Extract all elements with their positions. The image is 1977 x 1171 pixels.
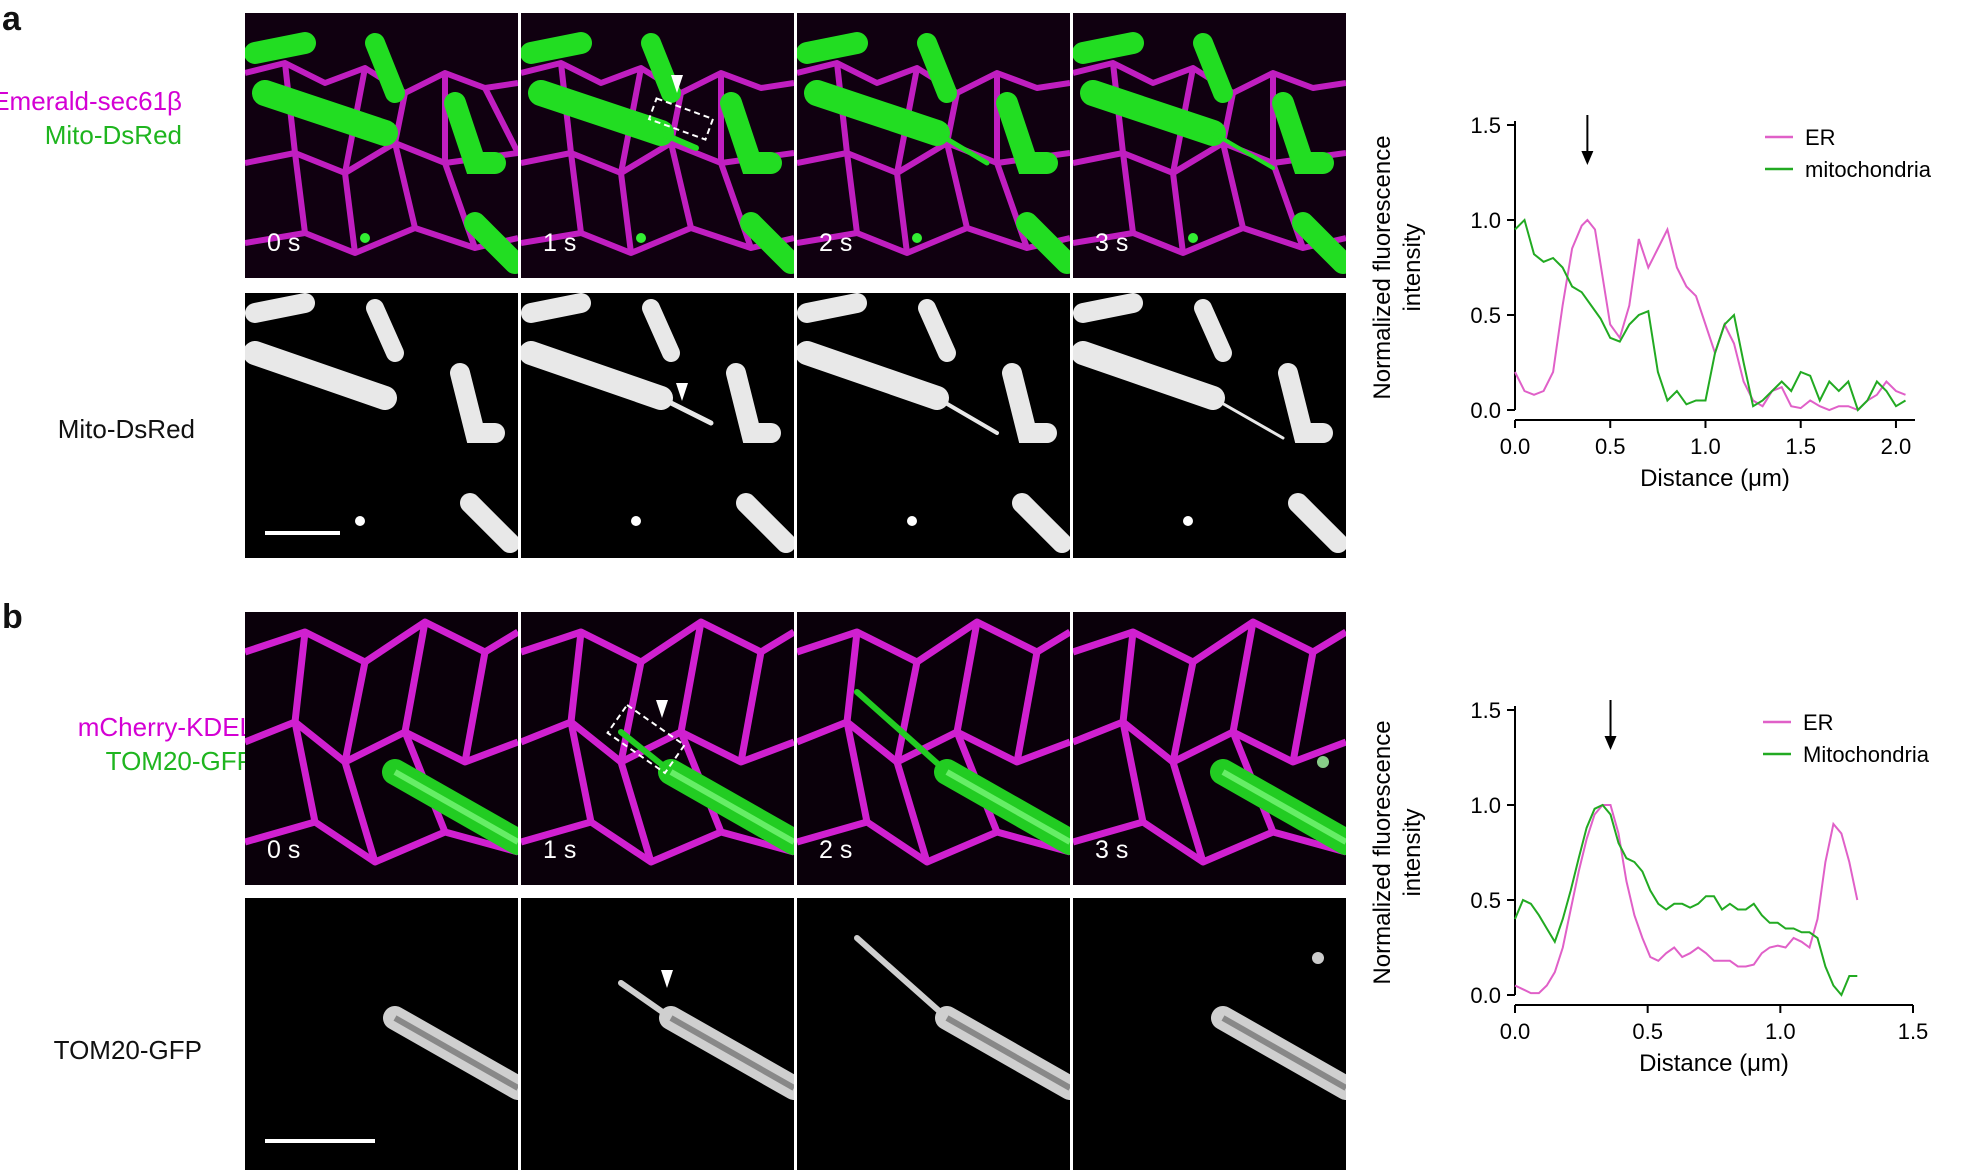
y-axis-label: intensity — [1399, 808, 1426, 896]
legend-entry: ER — [1805, 125, 1836, 150]
label-mito-marker: Mito-DsRed — [44, 120, 182, 150]
y-tick-label: 0.5 — [1470, 888, 1501, 913]
micrograph-frame: 3 s — [1073, 13, 1346, 278]
x-tick-label: 1.5 — [1785, 434, 1816, 459]
row-label-a-gray: Mito-DsRed — [58, 412, 195, 446]
micrograph-frame: 1 s — [521, 612, 794, 885]
x-tick-label: 1.0 — [1690, 434, 1721, 459]
micrograph-frame: 1 s — [521, 13, 794, 278]
series-line — [1514, 218, 1907, 412]
x-tick-label: 0.5 — [1632, 1019, 1663, 1044]
y-tick-label: 0.5 — [1470, 303, 1501, 328]
chart-svg: 0.0 0.5 1.0 1.5 0.0 0.5 1.0 1.5 Distance (μm) Nor… — [1369, 698, 1930, 1077]
peak-arrow-head — [1581, 151, 1594, 165]
micrograph-frame — [521, 293, 794, 558]
y-tick-label: 1.0 — [1470, 793, 1501, 818]
peak-arrow-head — [1604, 736, 1617, 750]
timestamp-label: 3 s — [1095, 229, 1129, 257]
y-axis-label: Normalized fluorescence — [1369, 135, 1396, 399]
line-chart-b: 0.0 0.5 1.0 1.5 0.0 0.5 1.0 1.5 Distance (μm) Nor… — [1360, 665, 1960, 1100]
micrograph-frame: 3 s — [1073, 612, 1346, 885]
timestamp-label: 1 s — [543, 229, 577, 257]
y-tick-label: 0.0 — [1470, 398, 1501, 423]
label-gray-marker: TOM20-GFP — [53, 1035, 202, 1065]
series-line — [1514, 218, 1906, 412]
row-label-a-merge: mEmerald-sec61β Mito-DsRed — [0, 84, 182, 152]
panel-letter-b: b — [2, 598, 23, 636]
timestamp-label: 3 s — [1095, 836, 1129, 864]
legend-entry: mitochondria — [1805, 157, 1932, 182]
x-tick-label: 1.0 — [1765, 1019, 1796, 1044]
y-tick-label: 1.5 — [1470, 698, 1501, 723]
row-label-b-merge: mCherry-KDEL TOM20-GFP — [78, 710, 254, 778]
y-tick-label: 0.0 — [1470, 983, 1501, 1008]
series-line — [1514, 803, 1858, 997]
timestamp-label: 2 s — [819, 229, 853, 257]
y-tick-label: 1.0 — [1470, 208, 1501, 233]
micrograph-frame: 0 s — [245, 13, 518, 278]
micrograph-frame: 2 s — [797, 612, 1070, 885]
x-axis-label: Distance (μm) — [1640, 465, 1790, 492]
label-gray-marker: Mito-DsRed — [57, 414, 195, 444]
panel-letter-a: a — [2, 0, 21, 38]
timestamp-label: 2 s — [819, 836, 853, 864]
chart-svg: 0.0 0.5 1.0 1.5 0.0 0.5 1.0 1.5 2.0 Distance (μm)… — [1369, 113, 1932, 492]
x-axis-label: Distance (μm) — [1639, 1050, 1789, 1077]
micrograph-frame — [797, 898, 1070, 1170]
line-chart-a: 0.0 0.5 1.0 1.5 0.0 0.5 1.0 1.5 2.0 Distance (μm)… — [1360, 80, 1960, 515]
y-axis-label: Normalized fluorescence — [1369, 720, 1396, 984]
x-tick-label: 2.0 — [1881, 434, 1912, 459]
timestamp-label: 0 s — [267, 229, 301, 257]
micrograph-frame: 0 s — [245, 612, 518, 885]
timestamp-label: 0 s — [267, 836, 301, 864]
x-tick-label: 1.5 — [1898, 1019, 1929, 1044]
x-tick-label: 0.0 — [1500, 434, 1531, 459]
x-tick-label: 0.5 — [1595, 434, 1626, 459]
label-er-marker: mCherry-KDEL — [77, 712, 254, 742]
x-tick-label: 0.0 — [1500, 1019, 1531, 1044]
micrograph-frame — [245, 898, 518, 1170]
image-strip-b-merge: 0 s 1 s — [245, 612, 1346, 885]
micrograph-frame — [1073, 898, 1346, 1170]
micrograph-frame — [797, 293, 1070, 558]
label-er-marker: mEmerald-sec61β — [0, 86, 182, 116]
image-strip-a-gray — [245, 293, 1346, 558]
micrograph-frame: 2 s — [797, 13, 1070, 278]
micrograph-frame — [521, 898, 794, 1170]
series-line — [1514, 804, 1859, 995]
image-strip-a-merge: 0 s 1 s — [245, 13, 1346, 278]
legend-entry: ER — [1803, 710, 1834, 735]
image-strip-b-gray — [245, 898, 1346, 1170]
row-label-b-gray: TOM20-GFP — [54, 1033, 202, 1067]
y-axis-label: intensity — [1399, 223, 1426, 311]
micrograph-frame — [245, 293, 518, 558]
legend-entry: Mitochondria — [1803, 742, 1930, 767]
label-mito-marker: TOM20-GFP — [105, 746, 254, 776]
micrograph-frame — [1073, 293, 1346, 558]
y-tick-label: 1.5 — [1470, 113, 1501, 138]
timestamp-label: 1 s — [543, 836, 577, 864]
